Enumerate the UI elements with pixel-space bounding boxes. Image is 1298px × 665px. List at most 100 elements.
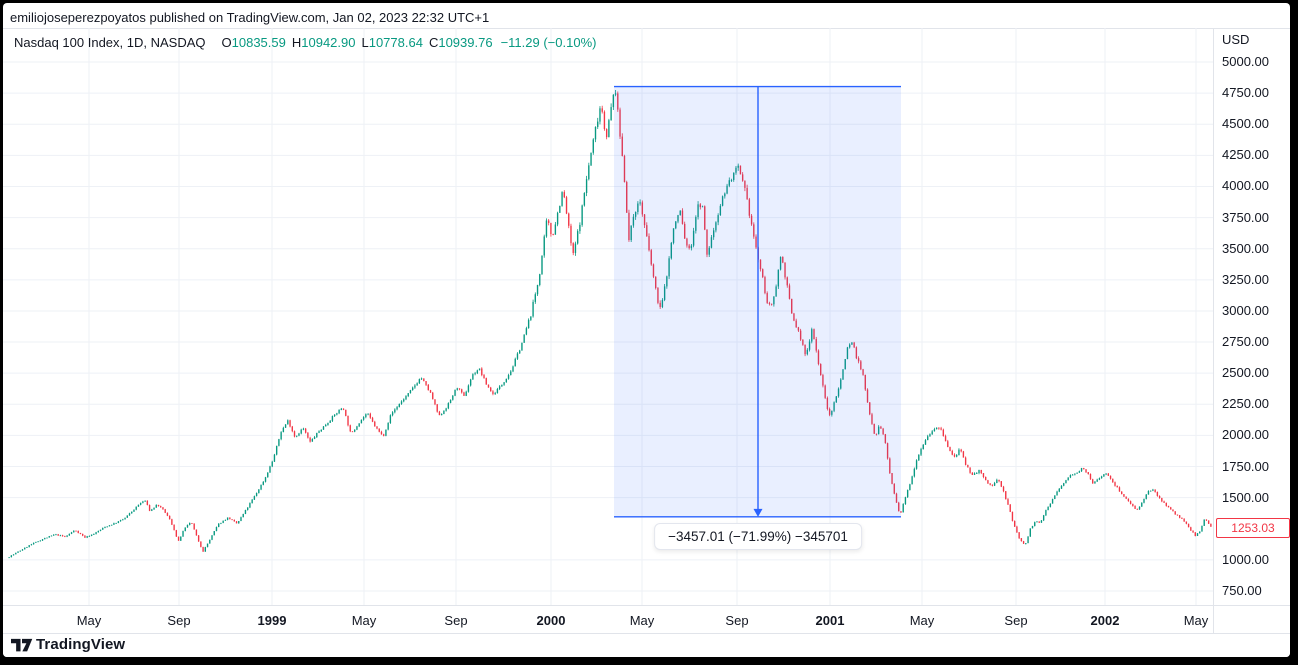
candle-body	[541, 255, 543, 275]
candle-body	[1123, 494, 1125, 497]
candle-body	[465, 391, 467, 396]
candle-body	[764, 277, 766, 294]
candle-body	[1013, 520, 1016, 527]
candle-body	[684, 223, 686, 239]
candle-body	[443, 410, 445, 415]
candle-body	[32, 542, 35, 545]
candle-body	[445, 408, 447, 411]
candle-body	[1114, 482, 1116, 486]
candle-body	[467, 385, 470, 392]
candle-body	[1196, 533, 1199, 537]
low-value: 10778.64	[368, 35, 423, 50]
candle-body	[463, 392, 465, 396]
candle-body	[641, 202, 644, 215]
candle-body	[779, 256, 782, 270]
candle-body	[692, 230, 695, 246]
candle-body	[46, 537, 48, 539]
candle-body	[623, 155, 626, 183]
candle-body	[1096, 479, 1098, 482]
candle-body	[222, 520, 224, 523]
candle-body	[1009, 504, 1011, 512]
price-tick-label: 1500.00	[1222, 489, 1269, 505]
time-tick-label: May	[629, 613, 655, 628]
candle-body	[30, 544, 33, 546]
candle-body	[113, 523, 115, 525]
candle-body	[376, 426, 378, 429]
candle-body	[942, 429, 945, 437]
measurement-label[interactable]: −3457.01 (−71.99%) −345701	[654, 523, 862, 550]
candle-body	[637, 203, 639, 212]
candle-body	[770, 303, 773, 305]
candle-body	[599, 108, 601, 122]
symbol-title[interactable]: Nasdaq 100 Index, 1D, NASDAQ	[14, 35, 206, 50]
candle-body	[313, 437, 316, 439]
candle-body	[420, 378, 423, 380]
candle-body	[987, 480, 989, 484]
candle-body	[472, 374, 474, 380]
brand-name[interactable]: TradingView	[36, 636, 126, 653]
candle-body	[329, 420, 331, 423]
candle-body	[57, 534, 59, 536]
candle-body	[367, 413, 369, 415]
candle-body	[226, 517, 229, 520]
candle-body	[24, 547, 26, 550]
candle-body	[712, 230, 715, 238]
candle-body	[728, 180, 730, 186]
candle-body	[505, 378, 508, 383]
tradingview-logo-icon[interactable]	[11, 637, 33, 654]
candle-body	[1105, 473, 1107, 475]
candle-body	[583, 193, 586, 206]
candle-body	[175, 530, 178, 537]
candle-body	[79, 532, 82, 534]
symbol-legend: Nasdaq 100 Index, 1D, NASDAQ O10835.59 H10…	[14, 34, 596, 52]
candle-body	[527, 319, 530, 329]
candle-body	[28, 545, 30, 548]
candle-body	[726, 185, 728, 194]
candle-body	[708, 247, 710, 255]
candle-body	[126, 515, 128, 518]
candle-body	[70, 532, 73, 534]
candle-body	[64, 536, 66, 538]
candle-body	[209, 539, 211, 544]
candle-body	[48, 536, 50, 538]
candle-body	[146, 500, 149, 505]
candle-body	[496, 388, 499, 394]
candle-body	[547, 220, 550, 223]
candle-body	[358, 423, 360, 427]
candle-body	[895, 493, 898, 503]
candle-body	[398, 403, 400, 408]
candle-body	[797, 327, 800, 331]
candle-body	[374, 421, 376, 427]
time-tick-label: 2000	[536, 613, 566, 628]
candle-body	[139, 502, 142, 505]
price-tick-label: 2000.00	[1222, 427, 1269, 443]
candle-body	[166, 512, 169, 516]
candle-body	[251, 499, 253, 504]
candle-body	[8, 557, 10, 559]
candle-body	[837, 388, 840, 397]
candle-body	[931, 431, 933, 435]
candle-body	[155, 504, 157, 508]
high-value: 10942.90	[301, 35, 356, 50]
candle-body	[815, 339, 817, 351]
candle-body	[862, 369, 864, 375]
candle-body	[617, 93, 619, 110]
candle-body	[572, 243, 574, 253]
candle-body	[1181, 517, 1183, 519]
candle-body	[1183, 518, 1185, 522]
candle-body	[971, 472, 974, 475]
candle-body	[880, 426, 882, 429]
candle-body	[873, 423, 875, 434]
candle-body	[416, 383, 418, 386]
high-label: H	[291, 35, 302, 50]
candle-body	[90, 534, 93, 536]
time-tick-label: May	[909, 613, 935, 628]
candlestick-chart[interactable]	[3, 3, 1290, 657]
candle-body	[131, 511, 133, 514]
candle-body	[66, 535, 68, 537]
candle-body	[864, 374, 866, 390]
candle-body	[1038, 521, 1040, 523]
candle-body	[519, 350, 521, 354]
candle-body	[171, 519, 173, 525]
candle-body	[657, 288, 659, 303]
